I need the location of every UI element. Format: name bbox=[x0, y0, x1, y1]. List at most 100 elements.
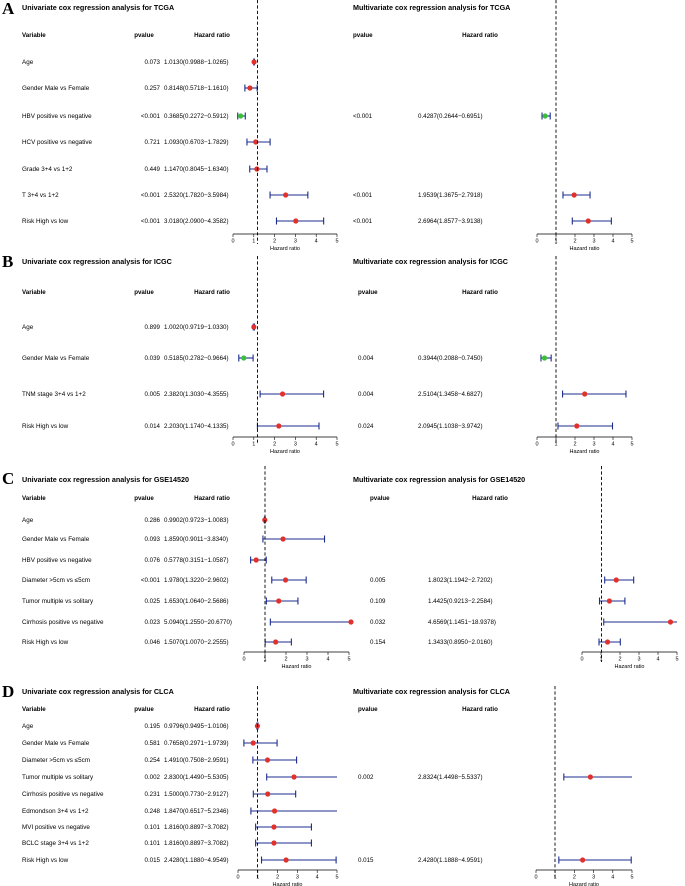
univariate-title: Univariate cox regression analysis for I… bbox=[22, 257, 172, 266]
hazard-ratio-point bbox=[541, 355, 548, 361]
row-pvalue: 0.581 bbox=[145, 740, 161, 747]
row-pvalue: 0.015 bbox=[358, 857, 374, 864]
row-variable-label: Risk High vs low bbox=[22, 857, 69, 864]
header-hazard-ratio: Hazard ratio bbox=[462, 706, 498, 713]
row-variable-label: MVI positive vs negative bbox=[22, 824, 90, 831]
header-variable: Variable bbox=[22, 32, 46, 39]
row-variable-label: Edmondson 3+4 vs 1+2 bbox=[22, 808, 89, 815]
hazard-ratio-point bbox=[280, 536, 286, 542]
hazard-ratio-point bbox=[542, 113, 548, 119]
row-variable-label: Risk High vs low bbox=[22, 423, 69, 430]
row-hazard-ratio-text: 1.8160(0.8897−3.7082) bbox=[164, 840, 229, 847]
row-hazard-ratio-text: 1.3433(0.8950−2.0160) bbox=[428, 639, 493, 646]
row-variable-label: Diameter >5cm vs ≤5cm bbox=[22, 577, 90, 584]
hazard-ratio-point bbox=[253, 139, 259, 145]
multivariate-title: Multivariate cox regression analysis for… bbox=[353, 257, 508, 266]
x-tick-label: 0 bbox=[580, 657, 583, 663]
x-tick-label: 1 bbox=[599, 657, 602, 663]
header-pvalue: pvalue bbox=[134, 289, 154, 296]
row-variable-label: HBV positive vs negative bbox=[22, 113, 92, 120]
row-pvalue: 0.254 bbox=[145, 757, 161, 764]
x-tick-label: 1 bbox=[252, 442, 255, 448]
row-pvalue: <0.001 bbox=[141, 192, 161, 199]
row-variable-label: Gender Male vs Female bbox=[22, 536, 90, 543]
x-tick-label: 4 bbox=[656, 657, 659, 663]
row-variable-label: Age bbox=[22, 324, 34, 331]
x-tick-label: 2 bbox=[573, 442, 576, 448]
header-hazard-ratio: Hazard ratio bbox=[194, 706, 230, 713]
row-pvalue: 0.101 bbox=[145, 824, 161, 831]
row-pvalue: 0.005 bbox=[145, 391, 161, 398]
hazard-ratio-point bbox=[265, 791, 271, 797]
x-tick-label: 3 bbox=[294, 239, 297, 245]
row-hazard-ratio-text: 2.8300(1.4490−5.5305) bbox=[164, 774, 229, 781]
hazard-ratio-point bbox=[250, 740, 256, 746]
row-hazard-ratio-text: 1.9539(1.3675−2.7918) bbox=[418, 192, 483, 199]
row-pvalue: <0.001 bbox=[141, 577, 161, 584]
row-pvalue: 0.248 bbox=[145, 808, 161, 815]
row-hazard-ratio-text: 0.5185(0.2782−0.9664) bbox=[164, 355, 229, 362]
row-pvalue: 0.231 bbox=[145, 791, 161, 798]
x-axis-title: Hazard ratio bbox=[270, 449, 300, 455]
hazard-ratio-point bbox=[271, 808, 278, 814]
row-hazard-ratio-text: 4.6569(1.1451−18.9378) bbox=[428, 619, 496, 626]
x-tick-label: 0 bbox=[535, 442, 538, 448]
row-hazard-ratio-text: 2.5104(1.3458−4.6827) bbox=[418, 391, 483, 398]
row-hazard-ratio-text: 0.5778(0.3151−1.0587) bbox=[164, 557, 229, 564]
row-pvalue: 0.154 bbox=[370, 639, 386, 646]
row-hazard-ratio-text: 2.6964(1.8577−3.9138) bbox=[418, 218, 483, 225]
x-axis-title: Hazard ratio bbox=[570, 246, 600, 252]
x-tick-label: 3 bbox=[592, 442, 595, 448]
x-tick-label: 5 bbox=[630, 239, 633, 245]
row-variable-label: Grade 3+4 vs 1+2 bbox=[22, 166, 73, 173]
x-tick-label: 4 bbox=[611, 442, 614, 448]
x-tick-label: 5 bbox=[347, 657, 350, 663]
row-hazard-ratio-text: 5.0940(1.2550−20.6770) bbox=[164, 619, 232, 626]
univariate-title: Univariate cox regression analysis for G… bbox=[22, 475, 189, 484]
row-hazard-ratio-text: 1.8023(1.1942−2.7202) bbox=[428, 577, 493, 584]
hazard-ratio-point bbox=[247, 85, 253, 91]
row-hazard-ratio-text: 1.1470(0.8045−1.6340) bbox=[164, 166, 229, 173]
row-variable-label: T 3+4 vs 1+2 bbox=[22, 192, 59, 199]
row-hazard-ratio-text: 0.8148(0.5718−1.1610) bbox=[164, 85, 229, 92]
hazard-ratio-point bbox=[613, 577, 619, 583]
x-tick-label: 2 bbox=[284, 657, 287, 663]
row-pvalue: 0.899 bbox=[145, 324, 161, 331]
x-tick-label: 5 bbox=[630, 875, 633, 881]
row-variable-label: Diameter >5cm vs ≤5cm bbox=[22, 757, 90, 764]
header-hazard-ratio: Hazard ratio bbox=[462, 32, 498, 39]
hazard-ratio-point bbox=[273, 639, 279, 645]
panel-letter: B bbox=[2, 252, 13, 271]
row-pvalue: <0.001 bbox=[141, 218, 161, 225]
x-tick-label: 2 bbox=[276, 875, 279, 881]
row-hazard-ratio-text: 2.5320(1.7820−3.5984) bbox=[164, 192, 229, 199]
row-pvalue: 0.449 bbox=[145, 166, 161, 173]
x-tick-label: 5 bbox=[335, 875, 338, 881]
row-hazard-ratio-text: 1.5000(0.7730−2.9127) bbox=[164, 791, 229, 798]
hazard-ratio-point bbox=[251, 59, 257, 65]
row-hazard-ratio-text: 2.2030(1.1740−4.1335) bbox=[164, 423, 229, 430]
x-tick-label: 5 bbox=[335, 442, 338, 448]
row-hazard-ratio-text: 1.4910(0.7508−2.9591) bbox=[164, 757, 229, 764]
row-pvalue: 0.257 bbox=[145, 85, 161, 92]
hazard-ratio-point bbox=[604, 639, 611, 645]
hazard-ratio-point bbox=[254, 166, 260, 172]
header-pvalue: pvalue bbox=[370, 495, 390, 502]
header-hazard-ratio: Hazard ratio bbox=[194, 495, 230, 502]
univariate-title: Univariate cox regression analysis for C… bbox=[22, 687, 174, 696]
hazard-ratio-point bbox=[574, 423, 580, 429]
hazard-ratio-point bbox=[276, 598, 282, 604]
row-pvalue: <0.001 bbox=[353, 113, 373, 120]
row-hazard-ratio-text: 1.5070(1.0070−2.2555) bbox=[164, 639, 229, 646]
row-hazard-ratio-text: 0.9902(0.9723−1.0083) bbox=[164, 517, 229, 524]
row-hazard-ratio-text: 0.3685(0.2272−0.5912) bbox=[164, 113, 229, 120]
header-variable: Variable bbox=[22, 495, 46, 502]
x-tick-label: 4 bbox=[326, 657, 329, 663]
x-axis-title: Hazard ratio bbox=[615, 664, 645, 670]
header-pvalue: pvalue bbox=[134, 495, 154, 502]
header-hazard-ratio: Hazard ratio bbox=[194, 32, 230, 39]
x-axis-title: Hazard ratio bbox=[273, 882, 303, 886]
row-pvalue: 0.005 bbox=[370, 577, 386, 584]
x-tick-label: 3 bbox=[592, 875, 595, 881]
row-hazard-ratio-text: 3.0180(2.0900−4.3582) bbox=[164, 218, 229, 225]
